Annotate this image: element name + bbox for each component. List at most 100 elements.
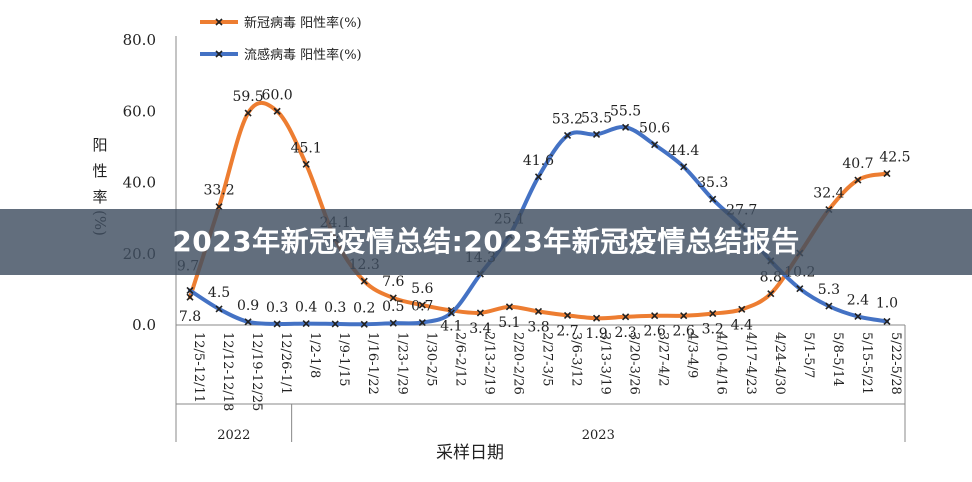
x-axis-title: 采样日期	[436, 443, 504, 463]
data-label: 40.7	[842, 156, 873, 172]
series-1-point	[854, 312, 862, 321]
data-label: 0.4	[295, 300, 317, 316]
data-label: 60.0	[262, 87, 293, 103]
series-0-point	[244, 109, 252, 117]
series-1-point	[563, 131, 572, 140]
series-1-point	[534, 173, 543, 181]
data-label: 5.1	[498, 315, 520, 331]
series-1-point	[651, 141, 659, 149]
data-label: 3.2	[702, 322, 724, 338]
series-1-point	[418, 318, 426, 327]
series-1-point	[825, 302, 833, 310]
data-label: 5.6	[411, 281, 433, 297]
series-1-point	[622, 123, 630, 131]
data-label: 5.3	[818, 282, 840, 298]
x-tick-label: 2/27-3/5	[539, 332, 554, 387]
data-label: 42.5	[879, 150, 910, 166]
series-1-point	[360, 320, 368, 328]
data-label: 33.2	[203, 183, 234, 199]
x-tick-label: 1/2-1/8	[307, 332, 322, 378]
data-label: 4.5	[208, 285, 230, 301]
series-1-point	[796, 285, 804, 293]
x-tick-label: 5/8-5/14	[830, 332, 845, 387]
data-label: 50.6	[639, 121, 670, 137]
data-label: 3.8	[527, 319, 549, 335]
data-label: 55.5	[610, 103, 641, 119]
series-1-point	[592, 130, 601, 138]
year-group-label: 2023	[582, 428, 615, 443]
series-0-point	[738, 305, 746, 313]
series-0-point	[680, 312, 688, 320]
y-tick-label: 80.0	[123, 31, 156, 49]
y-axis-title-char: 率	[92, 188, 107, 206]
y-axis-title-char: 阳	[92, 136, 107, 154]
x-tick-label: 3/6-3/12	[569, 332, 584, 387]
data-label: 0.5	[382, 299, 404, 315]
series-0-point	[360, 277, 368, 285]
x-tick-label: 4/24-4/30	[772, 332, 787, 395]
data-label: 4.4	[731, 317, 753, 333]
x-tick-label: 12/5-12/11	[191, 332, 206, 403]
series-0-point	[476, 309, 484, 317]
x-tick-label: 1/30-2/5	[423, 332, 438, 387]
x-tick-label: 4/17-4/23	[743, 332, 758, 395]
data-label: 2.4	[847, 292, 869, 308]
y-tick-label: 0.0	[132, 316, 156, 334]
data-label: 1.0	[876, 295, 898, 311]
data-label: 4.1	[440, 318, 462, 334]
series-0-point	[534, 307, 543, 316]
x-tick-label: 5/22-5/28	[888, 332, 903, 395]
data-label: 0.3	[266, 300, 288, 316]
x-tick-label: 12/12-12/18	[220, 332, 235, 411]
series-1-point	[302, 320, 310, 328]
year-group-label: 2022	[217, 428, 250, 443]
legend-marker-0	[215, 18, 223, 26]
data-label: 2.6	[673, 324, 695, 340]
series-0-point	[592, 314, 601, 322]
data-label: 53.5	[581, 110, 612, 126]
x-tick-label: 2/13-2/19	[481, 332, 496, 395]
title-banner: 2023年新冠疫情总结:2023年新冠疫情总结报告	[0, 209, 972, 275]
x-tick-label: 2/20-2/26	[510, 332, 525, 395]
x-tick-label: 3/13-3/19	[598, 332, 613, 395]
y-tick-label: 60.0	[123, 102, 156, 120]
series-0-point	[186, 293, 194, 301]
x-tick-label: 4/3-4/9	[685, 332, 700, 378]
series-0-point	[273, 107, 281, 115]
data-label: 41.6	[523, 153, 554, 169]
x-tick-label: 12/19-12/25	[249, 332, 264, 411]
data-label: 35.3	[697, 175, 728, 191]
series-0-point	[302, 160, 310, 168]
y-tick-label: 40.0	[123, 174, 156, 192]
series-0-point	[215, 203, 223, 211]
x-tick-label: 5/1-5/7	[801, 332, 816, 378]
y-axis-title-char: 性	[92, 162, 107, 180]
series-1-point	[389, 319, 397, 327]
series-0-point	[767, 290, 775, 298]
data-label: 32.4	[813, 186, 844, 202]
data-label: 44.4	[668, 143, 699, 159]
series-1-point	[883, 317, 891, 326]
data-label: 7.6	[382, 274, 404, 290]
series-0-point	[854, 176, 862, 184]
series-0-point	[883, 170, 891, 178]
series-0-point	[505, 303, 514, 311]
banner-title: 2023年新冠疫情总结:2023年新冠疫情总结报告	[172, 225, 800, 258]
data-label: 2.6	[644, 324, 666, 340]
series-1-point	[215, 305, 223, 313]
x-tick-label: 2/6-2/12	[452, 332, 467, 387]
series-1-point	[186, 286, 194, 295]
series-0-point	[418, 301, 426, 309]
data-label: 0.2	[353, 300, 375, 316]
data-label: 1.9	[585, 326, 607, 342]
legend-label-0: 新冠病毒 阳性率(%)	[244, 15, 362, 31]
series-0-point	[622, 313, 630, 321]
series-1-point	[331, 320, 339, 328]
x-tick-label: 5/15-5/21	[859, 332, 874, 395]
data-label: 45.1	[291, 140, 322, 156]
series-0-point	[709, 310, 717, 318]
x-tick-label: 12/26-1/1	[278, 332, 293, 395]
data-label: 0.9	[237, 298, 259, 314]
legend-marker-1	[215, 50, 223, 58]
data-label: 0.3	[324, 300, 346, 316]
